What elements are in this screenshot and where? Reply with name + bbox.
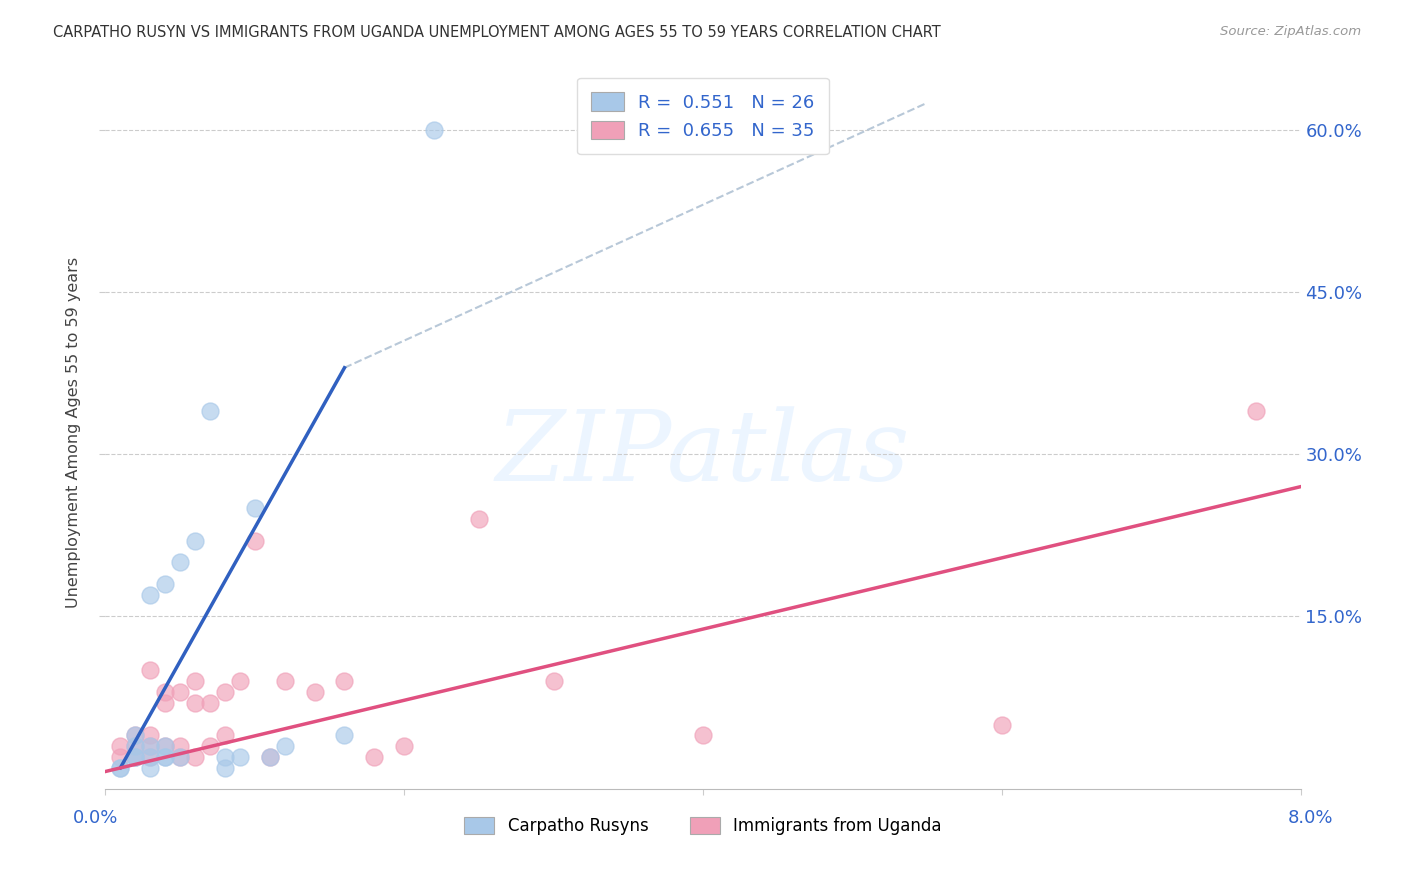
Point [110,761,132,775]
Point [243,533,266,548]
Point [184,750,207,764]
Point [139,728,162,742]
Point [153,739,177,754]
Point [124,739,146,754]
Point [153,577,177,591]
Point [153,696,177,710]
Point [243,501,266,516]
Point [110,761,132,775]
Point [392,739,416,754]
Text: 0.0%: 0.0% [73,809,118,827]
Point [139,664,162,678]
Point [198,404,221,418]
Point [692,728,714,742]
Text: 8.0%: 8.0% [1288,809,1333,827]
Point [214,761,236,775]
Point [198,696,221,710]
Point [468,512,491,526]
Point [139,750,162,764]
Point [124,739,146,754]
Point [259,750,281,764]
Point [304,685,326,699]
Point [229,674,252,689]
Point [153,750,177,764]
Point [169,750,191,764]
Point [124,750,146,764]
Point [139,739,162,754]
Point [124,750,146,764]
Point [214,728,236,742]
Point [333,674,356,689]
Point [214,685,236,699]
Point [110,750,132,764]
Point [139,739,162,754]
Point [153,685,177,699]
Text: CARPATHO RUSYN VS IMMIGRANTS FROM UGANDA UNEMPLOYMENT AMONG AGES 55 TO 59 YEARS : CARPATHO RUSYN VS IMMIGRANTS FROM UGANDA… [53,25,941,40]
Text: Source: ZipAtlas.com: Source: ZipAtlas.com [1220,25,1361,38]
Point [363,750,385,764]
Point [1244,404,1267,418]
Point [124,750,146,764]
Point [124,728,146,742]
Point [110,739,132,754]
Point [273,674,295,689]
Point [423,123,446,137]
Legend: Carpatho Rusyns, Immigrants from Uganda: Carpatho Rusyns, Immigrants from Uganda [457,810,949,842]
Y-axis label: Unemployment Among Ages 55 to 59 years: Unemployment Among Ages 55 to 59 years [66,257,82,608]
Point [229,750,252,764]
Point [139,588,162,602]
Text: ZIPatlas: ZIPatlas [496,407,910,501]
Point [543,674,565,689]
Point [169,555,191,569]
Point [169,750,191,764]
Point [184,696,207,710]
Point [124,728,146,742]
Point [214,750,236,764]
Point [184,533,207,548]
Point [139,761,162,775]
Point [184,674,207,689]
Point [273,739,295,754]
Point [169,685,191,699]
Point [139,750,162,764]
Point [198,739,221,754]
Point [259,750,281,764]
Point [153,739,177,754]
Point [169,739,191,754]
Point [153,750,177,764]
Point [333,728,356,742]
Point [990,717,1012,731]
